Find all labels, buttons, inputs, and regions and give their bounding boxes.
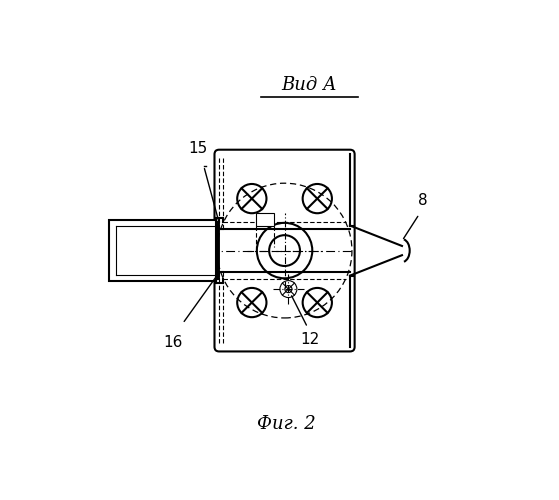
- Text: 16: 16: [163, 336, 183, 350]
- Text: 8: 8: [418, 193, 428, 208]
- Bar: [255, 213, 274, 226]
- Text: Фиг. 2: Фиг. 2: [257, 415, 316, 433]
- Text: 12: 12: [300, 332, 319, 347]
- FancyBboxPatch shape: [215, 150, 354, 352]
- Text: Вид А: Вид А: [282, 76, 338, 94]
- Bar: [110, 220, 216, 282]
- Text: 15: 15: [188, 141, 207, 156]
